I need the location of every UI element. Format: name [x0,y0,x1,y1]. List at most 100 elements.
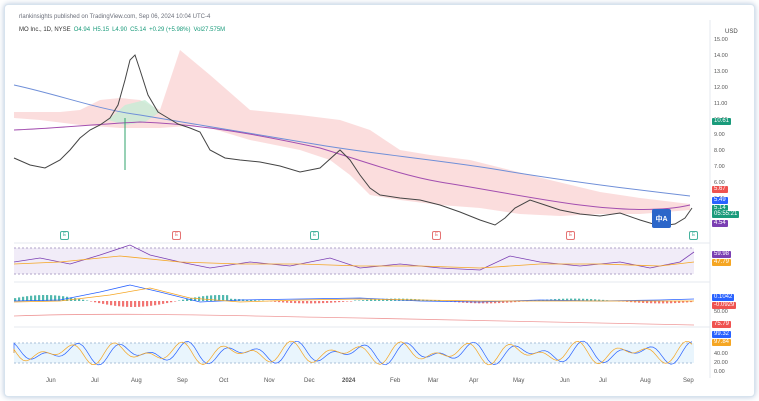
macd-bar [434,300,437,301]
macd-bar [130,301,133,307]
high-value: H5.15 [93,27,110,33]
macd-bar [510,301,513,303]
price-line [13,54,693,227]
macd-bar [22,296,25,301]
macd-bar [570,298,573,301]
macd-bar [54,295,57,301]
price-axis-label: 15.00 [714,37,728,43]
price-tag: 5.67 [712,186,728,193]
macd-bar [262,300,265,301]
macd-bar [298,301,301,304]
macd-bar [330,301,333,303]
volume-value: Vol27.575M [193,27,226,33]
macd-bar [206,295,209,301]
time-axis-label: Jun [560,378,570,384]
macd-bar [318,301,321,304]
macd-bar [338,301,341,303]
macd-bar [634,301,637,303]
time-axis-label: Aug [131,378,142,384]
change-value: +0.29 (+5.98%) [149,27,191,33]
macd-bar [590,299,593,301]
macd-bar [102,301,105,304]
time-axis-label: May [513,378,525,384]
time-axis-label: Aug [640,378,651,384]
price-axis-label: 7.00 [714,164,725,171]
macd-bar [578,298,581,301]
currency-label[interactable]: USD [725,29,738,35]
earnings-marker[interactable]: E [172,231,181,240]
macd-bar [594,299,597,301]
rsi-tag: 47.79 [712,259,732,266]
macd-bar [650,301,653,304]
macd-bar [122,301,125,307]
macd-bar [382,298,385,301]
macd-bar [370,299,373,301]
price-axis-label: 11.00 [714,100,728,107]
macd-bar [182,299,185,301]
macd-bar [78,298,81,301]
macd-axis-label: 50.00 [714,309,728,315]
earnings-marker[interactable]: E [566,231,575,240]
time-axis-label: Jun [46,378,56,384]
ma-blue [13,84,691,197]
stoch-tag: 99.32 [712,331,732,338]
macd-bar [346,301,349,302]
macd-bar [86,300,89,301]
macd-bar [486,301,489,304]
symbol-name[interactable]: MO Inc., 1D, NYSE [19,27,71,33]
macd-bar [438,300,441,301]
macd-bar [378,299,381,301]
macd-bar [258,300,261,301]
macd-bar [286,301,289,303]
stoch-axis-label: 20.00 [714,360,728,366]
stoch-band [14,343,694,363]
macd-bar [366,299,369,301]
macd-bar [630,301,633,303]
earnings-marker[interactable]: E [689,231,698,240]
macd-bar [598,299,601,301]
price-axis-label: 14.00 [714,52,728,59]
macd-bar [506,301,509,303]
macd-bar [682,301,685,303]
time-axis-label: Jul [91,378,99,384]
macd-bar [30,295,33,301]
macd-bar [302,301,305,304]
time-axis-label: Oct [219,378,229,384]
macd-bar [118,301,121,307]
macd-bar [582,298,585,301]
macd-tag: -0.0929 [712,302,737,309]
macd-bar [334,301,337,303]
macd-bar [282,301,285,303]
earnings-marker[interactable]: E [60,231,69,240]
macd-bar [326,301,329,303]
macd-bar [690,301,693,303]
earnings-marker[interactable]: E [432,231,441,240]
macd-bar [38,295,41,301]
macd-bar [562,298,565,301]
stoch-axis-label: 40.00 [714,351,728,357]
time-axis-label: Feb [390,378,401,384]
macd-bar [574,298,577,301]
macd-bar [90,301,93,302]
macd-bar [278,301,281,303]
macd-bar [362,300,365,301]
translate-icon[interactable]: 中A [652,209,671,228]
macd-bar [290,301,293,303]
price-axis-label: 13.00 [714,68,728,75]
macd-bar [18,297,21,301]
macd-bar [222,295,225,301]
macd-bar [250,299,253,301]
macd-bar [158,301,161,305]
macd-bar [514,301,517,303]
macd-tag: 0.1042 [712,294,735,301]
earnings-marker[interactable]: E [310,231,319,240]
macd-bar [94,301,97,303]
macd-bar [642,301,645,303]
macd-bar [138,301,141,307]
macd-bar [214,295,217,301]
price-axis-label: 12.00 [714,84,728,91]
rsi-ma [13,255,695,269]
macd-bar [178,300,181,301]
time-axis-label: Jul [599,378,607,384]
